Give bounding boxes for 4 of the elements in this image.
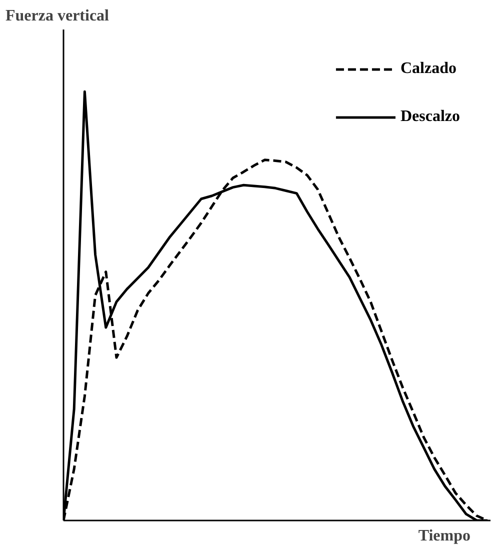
y-axis-title: Fuerza vertical [6,8,110,24]
legend-label: Calzado [400,60,456,78]
x-axis-title: Tiempo [418,528,470,544]
legend-label: Descalzo [400,108,460,126]
